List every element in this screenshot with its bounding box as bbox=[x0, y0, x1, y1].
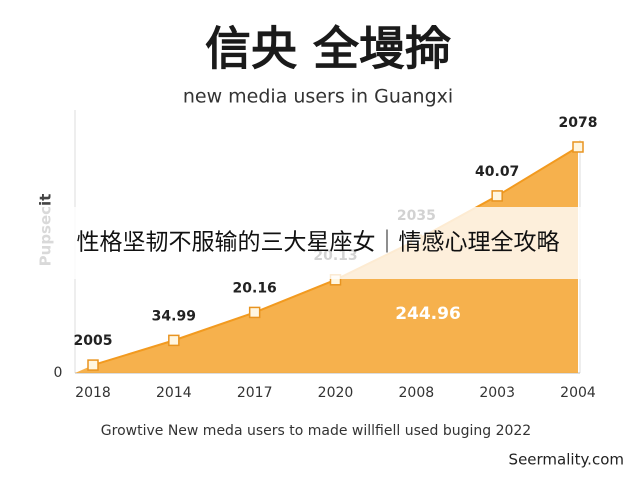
point-label: 2005 bbox=[74, 333, 113, 349]
x-tick-label: 2017 bbox=[237, 385, 273, 401]
banner-text: 性格坚韧不服输的三大星座女｜情感心理全攻略 bbox=[77, 230, 560, 256]
point-label: 2078 bbox=[559, 115, 598, 131]
page-title: 信央 全墁掵 bbox=[205, 22, 451, 76]
point bbox=[491, 190, 503, 202]
point bbox=[248, 306, 261, 319]
y-tick-label: 0 bbox=[54, 365, 63, 381]
point-label: 34.99 bbox=[152, 308, 196, 324]
x-tick-label: 2003 bbox=[479, 385, 515, 401]
x-tick-label: 2020 bbox=[318, 385, 354, 401]
point bbox=[87, 359, 99, 371]
point bbox=[572, 141, 584, 153]
annotation: 244.96 bbox=[395, 304, 461, 324]
chart-subtitle: new media users in Guangxi bbox=[183, 86, 453, 108]
point-label: 20.16 bbox=[233, 280, 277, 296]
area bbox=[75, 146, 578, 373]
x-tick-label: 2014 bbox=[156, 385, 192, 401]
banner-bg bbox=[0, 207, 640, 279]
x-tick-label: 2004 bbox=[560, 385, 596, 401]
point-label: 40.07 bbox=[475, 164, 519, 180]
caption: Growtive New meda users to made willfiel… bbox=[101, 423, 531, 439]
x-tick-label: 2018 bbox=[75, 385, 111, 401]
x-tick-label: 2008 bbox=[399, 385, 435, 401]
source: Seermality.com bbox=[509, 451, 624, 469]
point bbox=[168, 334, 180, 347]
